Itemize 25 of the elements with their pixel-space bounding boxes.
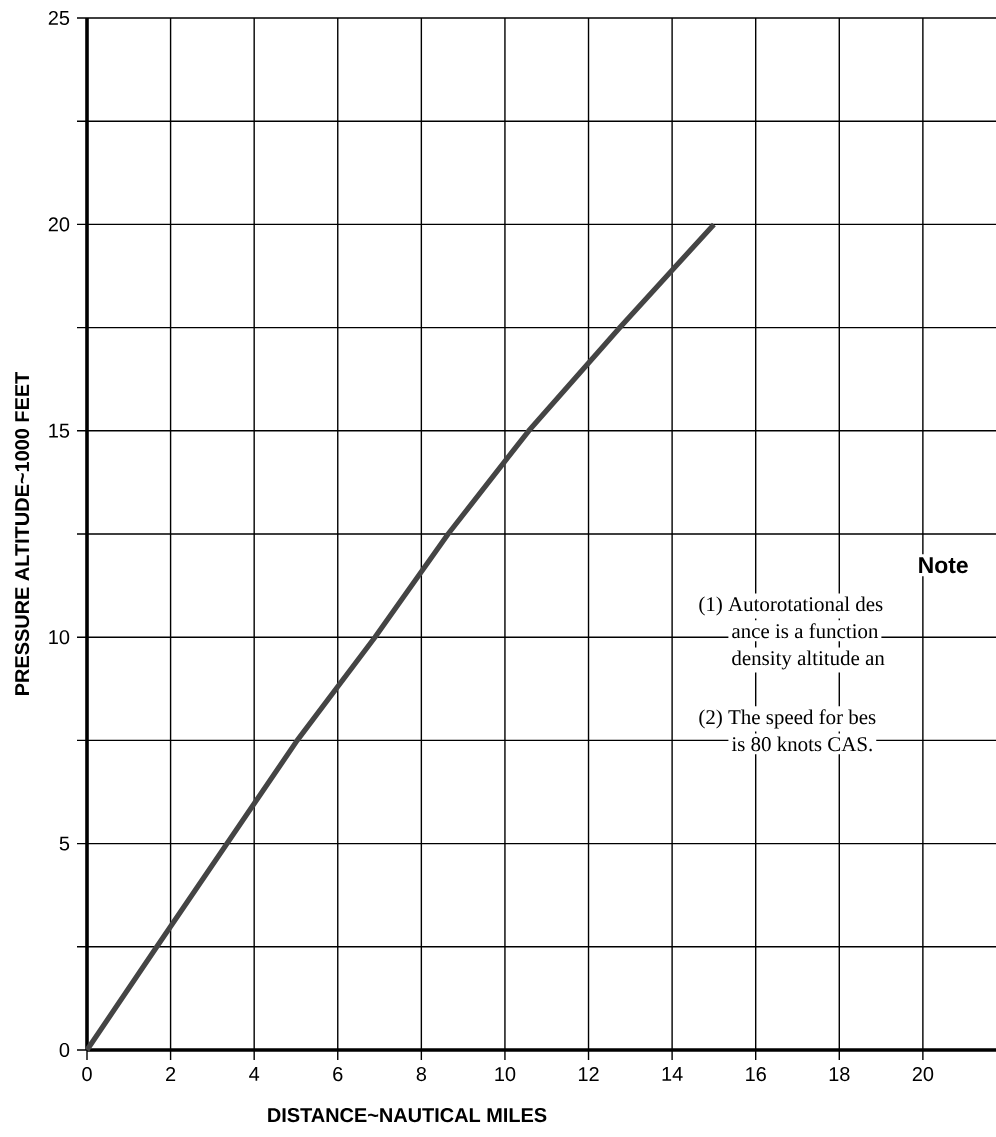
- x-tick-label: 10: [495, 1067, 516, 1082]
- annotation: is 80 knots CAS.: [731, 736, 872, 752]
- annotation: (1) Autorotational des: [699, 596, 883, 616]
- x-tick-label: 4: [249, 1067, 260, 1081]
- y-axis-title: PRESSURE ALTITUDE~1000 FEET: [15, 371, 30, 695]
- annotation: (2) The speed for bes: [699, 709, 876, 729]
- annotation: density altitude an: [732, 650, 885, 670]
- annotation: ance is a function: [732, 623, 879, 639]
- y-tick-label: 10: [49, 630, 70, 645]
- x-tick-label: 0: [82, 1067, 92, 1082]
- y-tick-label: 5: [59, 836, 70, 851]
- x-tick-label: 16: [746, 1067, 766, 1082]
- x-tick-label: 6: [333, 1067, 343, 1082]
- x-tick-label: 20: [912, 1067, 934, 1082]
- x-tick-label: 8: [416, 1067, 427, 1082]
- y-tick-label: 0: [59, 1042, 70, 1058]
- annotation: Note: [919, 557, 968, 574]
- x-tick-label: 2: [166, 1067, 176, 1081]
- x-tick-label: 14: [662, 1067, 683, 1081]
- x-axis-title: DISTANCE~NAUTICAL MILES: [268, 1108, 547, 1123]
- x-tick-label: 18: [829, 1067, 850, 1082]
- y-tick-label: 20: [48, 217, 70, 232]
- x-tick-label: 12: [578, 1067, 599, 1081]
- y-tick-label: 25: [48, 10, 70, 26]
- y-tick-label: 15: [49, 423, 70, 438]
